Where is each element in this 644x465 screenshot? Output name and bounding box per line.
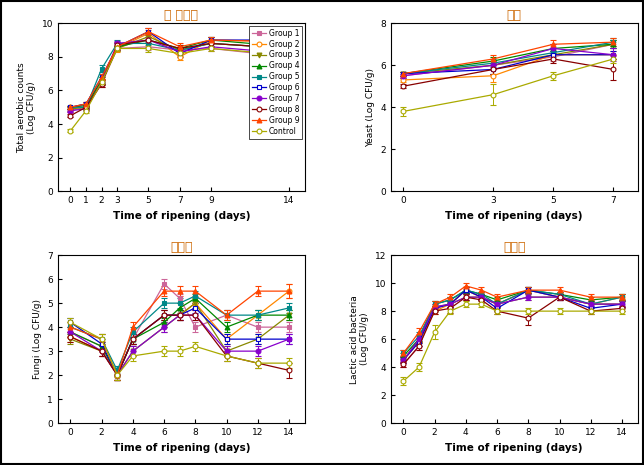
X-axis label: Time of ripening (days): Time of ripening (days): [446, 443, 583, 452]
X-axis label: Time of ripening (days): Time of ripening (days): [446, 211, 583, 221]
Title: 효모: 효모: [507, 9, 522, 22]
Legend: Group 1, Group 2, Group 3, Group 4, Group 5, Group 6, Group 7, Group 8, Group 9,: Group 1, Group 2, Group 3, Group 4, Grou…: [249, 26, 302, 139]
Y-axis label: Fungi (Log CFU/g): Fungi (Log CFU/g): [33, 299, 42, 379]
X-axis label: Time of ripening (days): Time of ripening (days): [113, 443, 250, 452]
Title: 옵 세균수: 옵 세균수: [164, 9, 198, 22]
Y-axis label: Total aerobic counts
(Log CFU/g): Total aerobic counts (Log CFU/g): [17, 62, 36, 153]
Title: 곡팬이: 곡팬이: [170, 241, 193, 254]
Y-axis label: Lactic acid bacteria
(Log CFU/g): Lactic acid bacteria (Log CFU/g): [350, 295, 369, 384]
X-axis label: Time of ripening (days): Time of ripening (days): [113, 211, 250, 221]
Y-axis label: Yeast (Log CFU/g): Yeast (Log CFU/g): [366, 68, 375, 147]
Title: 젠산균: 젠산균: [503, 241, 526, 254]
